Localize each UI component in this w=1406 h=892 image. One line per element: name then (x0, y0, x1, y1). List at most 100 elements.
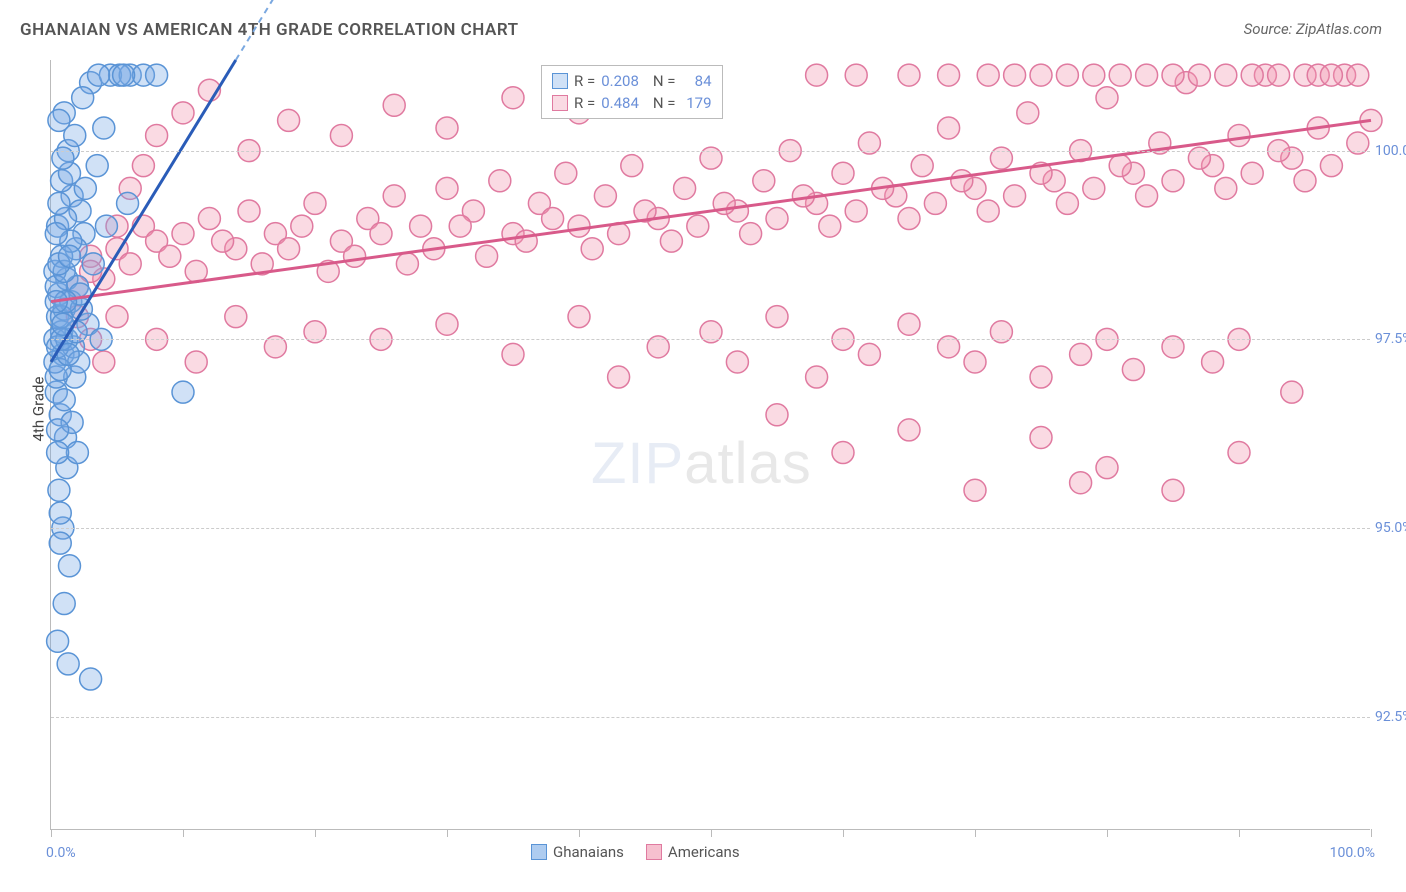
scatter-point (278, 109, 300, 131)
scatter-point (225, 306, 247, 328)
scatter-point (1017, 102, 1039, 124)
scatter-point (119, 253, 141, 275)
scatter-point (58, 245, 80, 267)
chart-container: GHANAIAN VS AMERICAN 4TH GRADE CORRELATI… (0, 0, 1406, 892)
scatter-point (924, 192, 946, 214)
y-tick-label: 95.0% (1375, 520, 1406, 536)
scatter-point (172, 102, 194, 124)
scatter-point (766, 306, 788, 328)
scatter-point (198, 208, 220, 230)
chart-title: GHANAIAN VS AMERICAN 4TH GRADE CORRELATI… (20, 20, 519, 40)
gridline (51, 151, 1370, 152)
scatter-point (330, 124, 352, 146)
scatter-point (674, 177, 696, 199)
scatter-point (74, 177, 96, 199)
scatter-point (832, 162, 854, 184)
scatter-point (1109, 64, 1131, 86)
x-tick (183, 829, 184, 837)
scatter-point (45, 223, 67, 245)
scatter-point (436, 177, 458, 199)
scatter-point (951, 170, 973, 192)
scatter-point (117, 192, 139, 214)
series-swatch-americans (646, 844, 662, 860)
correlation-legend: R = 0.208 N = 84 R = 0.484 N = 179 (541, 65, 723, 119)
legend-n-value-ghanaians: 84 (682, 72, 712, 90)
scatter-point (291, 215, 313, 237)
scatter-point (1188, 64, 1210, 86)
x-tick (1107, 829, 1108, 837)
scatter-point (542, 208, 564, 230)
scatter-point (1228, 124, 1250, 146)
series-label-americans: Americans (668, 843, 740, 861)
scatter-point (146, 124, 168, 146)
scatter-point (1281, 381, 1303, 403)
gridline (51, 717, 1370, 718)
scatter-point (1241, 64, 1263, 86)
scatter-point (370, 223, 392, 245)
scatter-point (555, 162, 577, 184)
scatter-point (132, 155, 154, 177)
scatter-point (1136, 185, 1158, 207)
scatter-point (938, 64, 960, 86)
scatter-point (1070, 472, 1092, 494)
scatter-point (898, 419, 920, 441)
scatter-point (1136, 64, 1158, 86)
scatter-point (964, 479, 986, 501)
scatter-point (48, 192, 70, 214)
scatter-point (1056, 64, 1078, 86)
y-tick-label: 100.0% (1375, 143, 1406, 159)
scatter-point (49, 502, 71, 524)
scatter-point (1268, 64, 1290, 86)
series-legend: Ghanaians Americans (531, 843, 740, 861)
scatter-point (1162, 170, 1184, 192)
scatter-point (740, 223, 762, 245)
scatter-point (1202, 351, 1224, 373)
scatter-point (47, 419, 69, 441)
scatter-point (304, 192, 326, 214)
x-axis-end-label: 100.0% (1330, 845, 1375, 861)
scatter-point (88, 64, 110, 86)
scatter-point (1056, 192, 1078, 214)
scatter-point (1096, 87, 1118, 109)
scatter-point (753, 170, 775, 192)
scatter-point (48, 479, 70, 501)
legend-row-ghanaians: R = 0.208 N = 84 (552, 70, 712, 92)
scatter-point (1004, 185, 1026, 207)
scatter-point (95, 215, 117, 237)
scatter-point (568, 306, 590, 328)
scatter-point (1122, 359, 1144, 381)
scatter-point (47, 442, 69, 464)
scatter-point (58, 555, 80, 577)
scatter-point (502, 343, 524, 365)
scatter-point (383, 94, 405, 116)
gridline (51, 528, 1370, 529)
legend-r-value-americans: 0.484 (601, 94, 639, 112)
scatter-svg (51, 60, 1370, 829)
scatter-point (82, 253, 104, 275)
scatter-point (396, 253, 418, 275)
scatter-point (86, 155, 108, 177)
scatter-point (621, 155, 643, 177)
scatter-point (515, 230, 537, 252)
scatter-point (898, 313, 920, 335)
scatter-point (977, 200, 999, 222)
scatter-point (489, 170, 511, 192)
x-tick (1239, 829, 1240, 837)
scatter-point (766, 208, 788, 230)
scatter-point (238, 200, 260, 222)
x-tick (843, 829, 844, 837)
scatter-point (1030, 64, 1052, 86)
scatter-point (687, 215, 709, 237)
series-label-ghanaians: Ghanaians (553, 843, 624, 861)
scatter-point (502, 87, 524, 109)
legend-n-label: N = (653, 72, 676, 90)
scatter-point (172, 223, 194, 245)
scatter-point (1228, 442, 1250, 464)
scatter-point (898, 64, 920, 86)
scatter-point (1162, 64, 1184, 86)
scatter-point (1320, 155, 1342, 177)
source-attribution: Source: ZipAtlas.com (1244, 20, 1382, 38)
scatter-point (106, 306, 128, 328)
scatter-point (977, 64, 999, 86)
x-tick (711, 829, 712, 837)
